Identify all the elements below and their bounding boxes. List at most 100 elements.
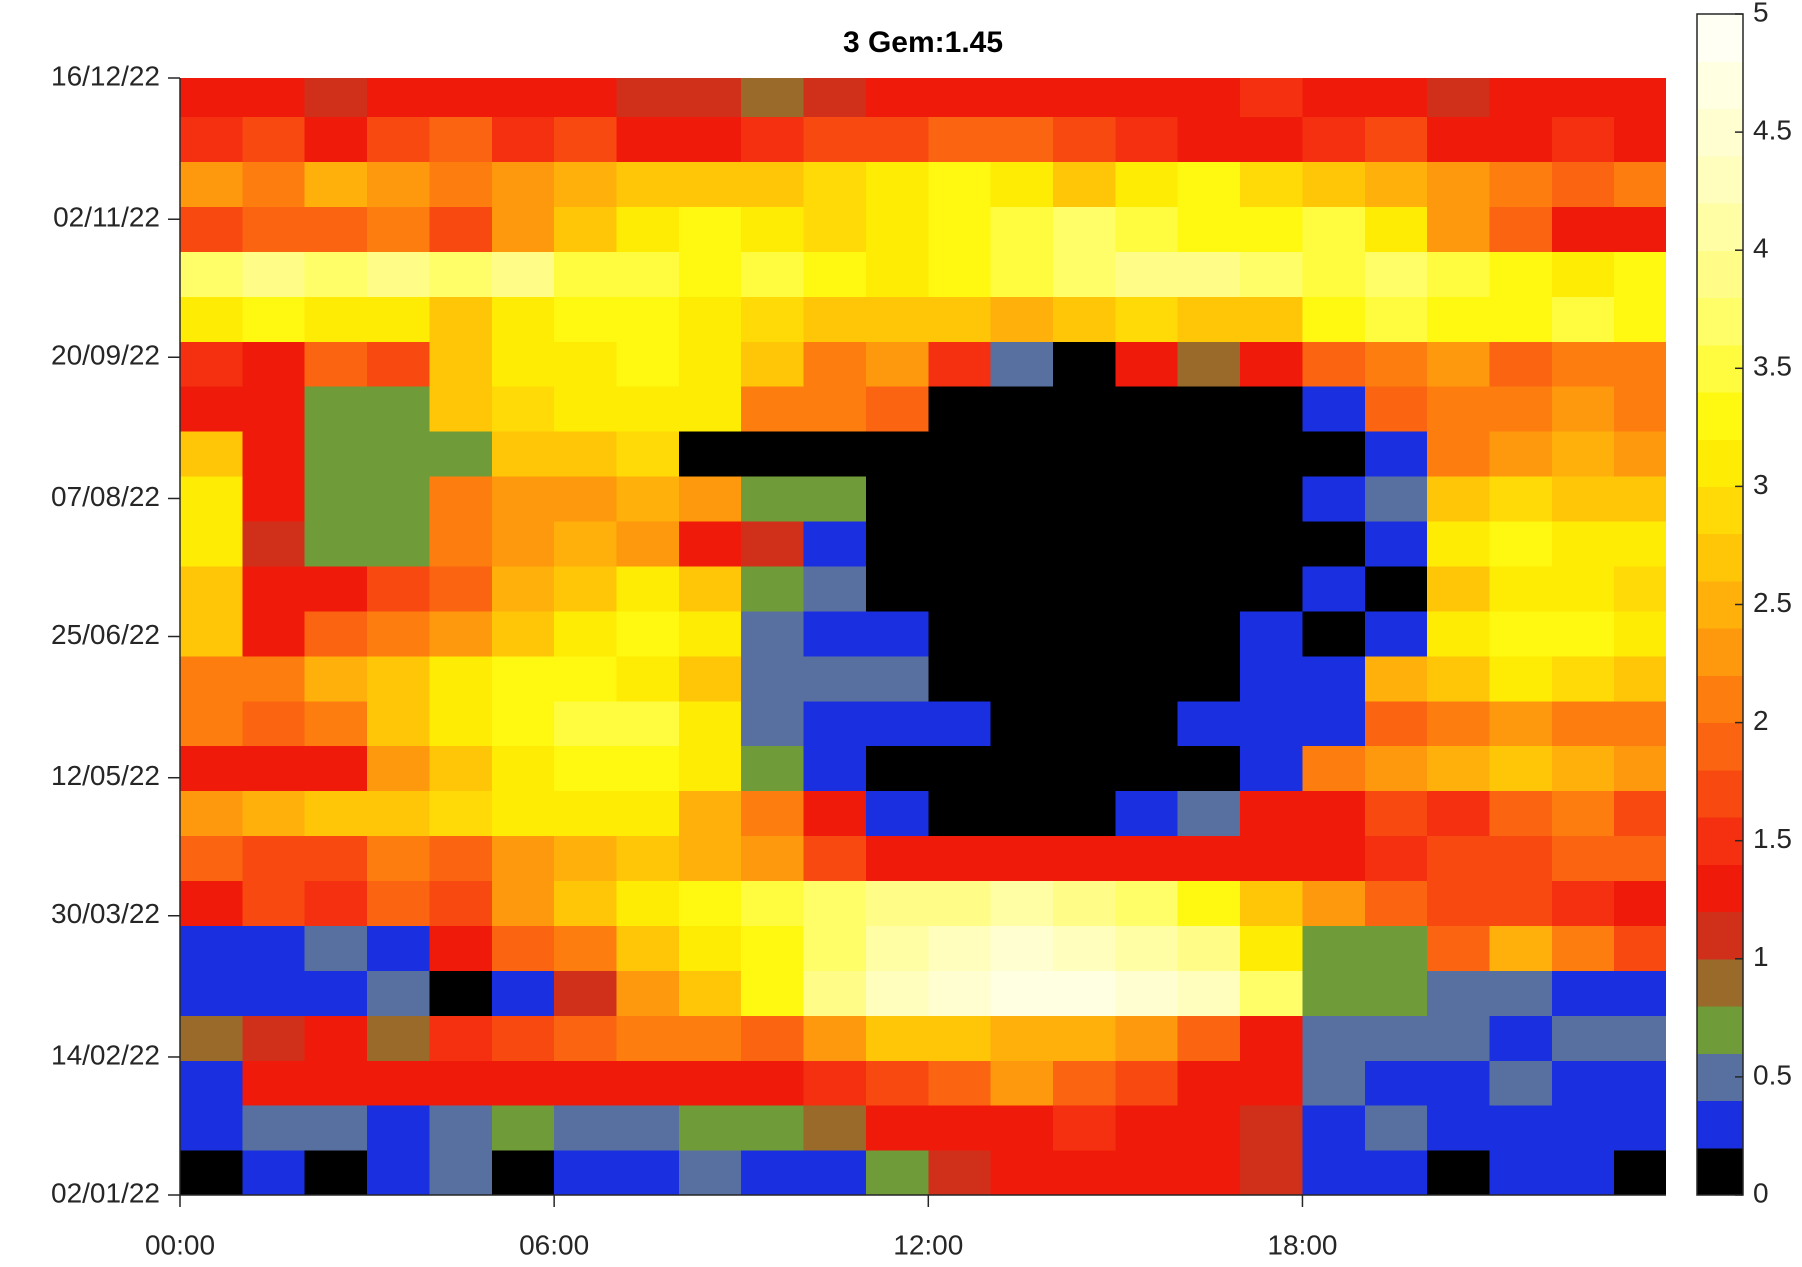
cell [1364,431,1428,477]
cell [367,790,431,837]
cell [741,565,805,612]
cell [803,206,867,252]
cell [1489,1015,1553,1061]
cell [429,1060,493,1106]
cell [429,296,493,342]
cell [1614,835,1666,882]
cell [1115,925,1179,971]
cell [1489,610,1553,657]
cell [1053,1150,1116,1195]
cell [1614,431,1666,477]
cell [1115,78,1179,118]
cell [741,78,805,118]
cell [616,296,680,342]
cell [1177,610,1241,657]
cell [741,610,805,657]
cell [741,206,805,252]
cell [242,1105,306,1151]
cell [1302,1060,1366,1106]
cell [616,431,680,477]
cell [1053,1105,1116,1151]
cell [990,206,1054,252]
cell [990,655,1054,702]
cell [242,610,306,657]
cell [304,745,368,792]
cell [1240,341,1304,387]
cell [429,161,493,207]
cell [1302,700,1366,747]
cell [1240,161,1304,207]
cell [1427,206,1491,252]
cell [616,1015,680,1061]
cell [1302,116,1366,163]
cell [1177,341,1241,387]
cell [1053,745,1116,792]
cell [741,790,805,837]
cell [803,700,867,747]
cell [180,296,243,342]
cell [928,251,992,297]
cell [1614,970,1666,1016]
cell [429,520,493,567]
cell [741,970,805,1016]
cell [1489,386,1553,432]
x-tick-label: 00:00 [145,1229,215,1260]
cell [741,1015,805,1061]
colorbar-cell [1697,864,1743,913]
cell [1177,1015,1241,1061]
cell [180,116,243,163]
cell [1551,970,1615,1016]
cell [865,970,929,1016]
cell [1489,476,1553,522]
cell [990,116,1054,163]
cell [803,835,867,882]
cell [554,116,618,163]
cell [1115,745,1179,792]
y-tick-label: 02/11/22 [53,202,160,233]
cell [1364,1105,1428,1151]
cell [990,565,1054,612]
cell [1364,78,1428,118]
cell [1115,610,1179,657]
cell [990,431,1054,477]
cell [1551,925,1615,971]
cell [242,565,306,612]
cell [990,700,1054,747]
cell [304,1015,368,1061]
cell [990,925,1054,971]
cell [1614,1105,1666,1151]
cell [865,341,929,387]
cell [1614,1015,1666,1061]
cell [1240,835,1304,882]
cell [180,655,243,702]
cell [865,565,929,612]
cell [1489,341,1553,387]
cell [616,386,680,432]
y-tick-label: 20/09/22 [51,340,160,371]
cell [429,880,493,926]
cell [1302,925,1366,971]
cell [1551,161,1615,207]
cell [1489,161,1553,207]
cell [242,970,306,1016]
colorbar-cell [1697,769,1743,818]
cell [1302,790,1366,837]
cell [304,655,368,702]
cell [1364,745,1428,792]
colorbar-cell [1697,391,1743,440]
cell [741,296,805,342]
cell [1115,341,1179,387]
cell [865,78,929,118]
cell [990,1015,1054,1061]
cell [1302,970,1366,1016]
cell [1177,925,1241,971]
cell [803,925,867,971]
colorbar-tick-label: 2 [1753,705,1769,736]
colorbar-cell [1697,1100,1743,1149]
cell [1489,655,1553,702]
cell [803,476,867,522]
cell [1177,78,1241,118]
cell [1302,431,1366,477]
colorbar-cell [1697,1006,1743,1054]
